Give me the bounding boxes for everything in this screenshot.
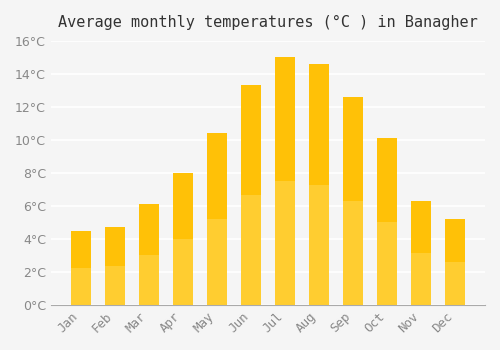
Bar <box>104 266 125 305</box>
Bar <box>309 64 329 305</box>
Bar <box>377 138 397 305</box>
Bar <box>104 228 125 305</box>
Bar <box>206 219 227 305</box>
Bar <box>411 201 431 305</box>
Bar <box>377 222 397 305</box>
Title: Average monthly temperatures (°C ) in Banagher: Average monthly temperatures (°C ) in Ba… <box>58 15 478 30</box>
Bar <box>274 57 295 305</box>
Bar <box>206 133 227 305</box>
Bar <box>377 138 397 305</box>
Bar <box>206 133 227 305</box>
Bar <box>240 195 261 305</box>
Bar <box>309 184 329 305</box>
Bar <box>445 219 466 305</box>
Bar <box>445 219 466 305</box>
Bar <box>172 173 193 305</box>
Bar <box>70 231 91 305</box>
Bar <box>70 268 91 305</box>
Bar <box>172 239 193 305</box>
Bar <box>343 97 363 305</box>
Bar <box>411 253 431 305</box>
Bar <box>343 97 363 305</box>
Bar <box>138 204 159 305</box>
Bar <box>274 57 295 305</box>
Bar <box>411 201 431 305</box>
Bar <box>104 228 125 305</box>
Bar <box>240 85 261 305</box>
Bar <box>309 64 329 305</box>
Bar <box>172 173 193 305</box>
Bar <box>240 85 261 305</box>
Bar <box>274 181 295 305</box>
Bar <box>343 201 363 305</box>
Bar <box>70 231 91 305</box>
Bar <box>138 255 159 305</box>
Bar <box>138 204 159 305</box>
Bar <box>445 262 466 305</box>
